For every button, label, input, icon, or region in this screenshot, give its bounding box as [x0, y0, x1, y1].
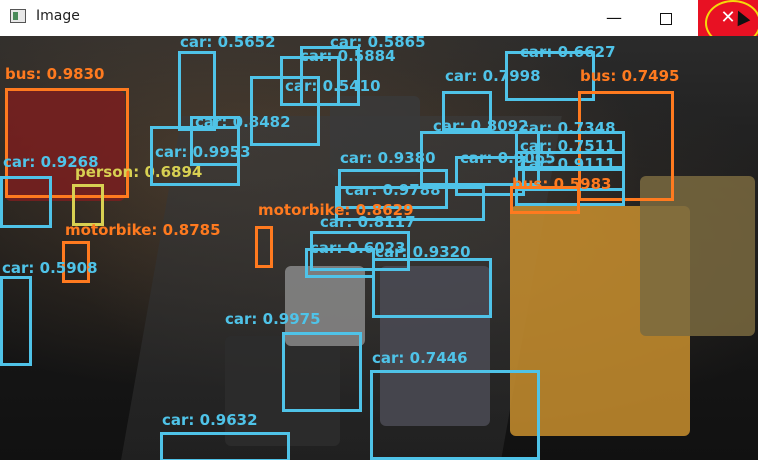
detection-label-bus: bus: 0.7495 [580, 67, 680, 85]
detection-box-car [335, 186, 485, 221]
detection-label-car: car: 0.8092 [433, 117, 529, 135]
detection-label-car: car: 0.5884 [300, 47, 396, 65]
detection-box-car [372, 258, 492, 318]
detection-box-car [505, 51, 595, 101]
vehicle-bus-red [5, 91, 125, 201]
detection-box-car [420, 131, 540, 186]
maximize-button[interactable] [642, 0, 690, 36]
maximize-icon [660, 12, 672, 25]
detection-box-person [72, 184, 104, 226]
detection-box-car [160, 432, 290, 460]
vehicle-bus-dark [330, 96, 420, 176]
detection-box-bus [5, 88, 129, 198]
detection-label-car: car: 0.8117 [320, 213, 416, 231]
detection-label-bus: bus: 0.9830 [5, 65, 105, 83]
detection-box-car [455, 156, 525, 196]
detection-box-bus [510, 186, 580, 214]
detection-label-person: person: 0.6894 [75, 163, 203, 181]
title-bar: Image — ✕ [0, 0, 758, 46]
detection-label-car: car: 0.9953 [155, 143, 251, 161]
detection-box-car [178, 51, 216, 131]
detection-box-car [442, 91, 492, 131]
detection-box-car [310, 231, 410, 271]
detection-label-car: car: 0.6627 [520, 43, 616, 61]
detection-label-car: car: 0.7998 [445, 67, 541, 85]
minimize-button[interactable]: — [606, 8, 622, 27]
detection-box-car [280, 56, 340, 106]
window-title: Image [36, 8, 80, 24]
detection-box-motorbike [62, 241, 90, 283]
detection-label-car: car: 0.9380 [340, 149, 436, 167]
detection-box-bus [578, 91, 674, 201]
detection-box-car [0, 176, 52, 228]
detection-label-motorbike: motorbike: 0.8629 [258, 201, 414, 219]
detection-label-car: car: 0.7446 [372, 349, 468, 367]
detection-label-car: car: 0.5652 [180, 36, 276, 51]
detection-label-motorbike: motorbike: 0.8785 [65, 221, 221, 239]
detection-box-car [250, 76, 320, 146]
detection-label-car: car: 0.9111 [520, 155, 616, 173]
app-icon [10, 9, 26, 23]
detection-label-car: car: 0.9788 [345, 181, 441, 199]
detection-label-car: car: 0.9975 [225, 310, 321, 328]
detection-label-car: car: 0.9268 [3, 153, 99, 171]
detection-label-car: car: 0.5410 [285, 77, 381, 95]
detection-box-motorbike [255, 226, 273, 268]
detection-label-car: car: 0.5908 [2, 259, 98, 277]
detection-box-car [338, 169, 448, 209]
detection-box-car [150, 126, 240, 186]
detection-label-car: car: 0.9065 [460, 149, 556, 167]
vehicle-car-middle [380, 266, 490, 426]
detection-label-car: car: 0.5865 [330, 36, 426, 51]
detection-label-car: car: 0.7511 [520, 137, 616, 155]
detection-label-car: car: 0.9632 [162, 411, 258, 429]
vehicle-bus-right [640, 176, 755, 336]
detection-label-car: car: 0.6023 [310, 239, 406, 257]
detection-box-car [370, 370, 540, 460]
image-viewport: bus: 0.9830 car: 0.9268 person: 0.6894 moto… [0, 36, 758, 460]
detection-label-car: car: 0.7348 [520, 119, 616, 137]
detection-label-bus: bus: 0.5983 [512, 175, 612, 193]
detection-label-car: car: 0.9320 [375, 243, 471, 261]
detection-box-car [282, 332, 362, 412]
detection-box-car [0, 276, 32, 366]
